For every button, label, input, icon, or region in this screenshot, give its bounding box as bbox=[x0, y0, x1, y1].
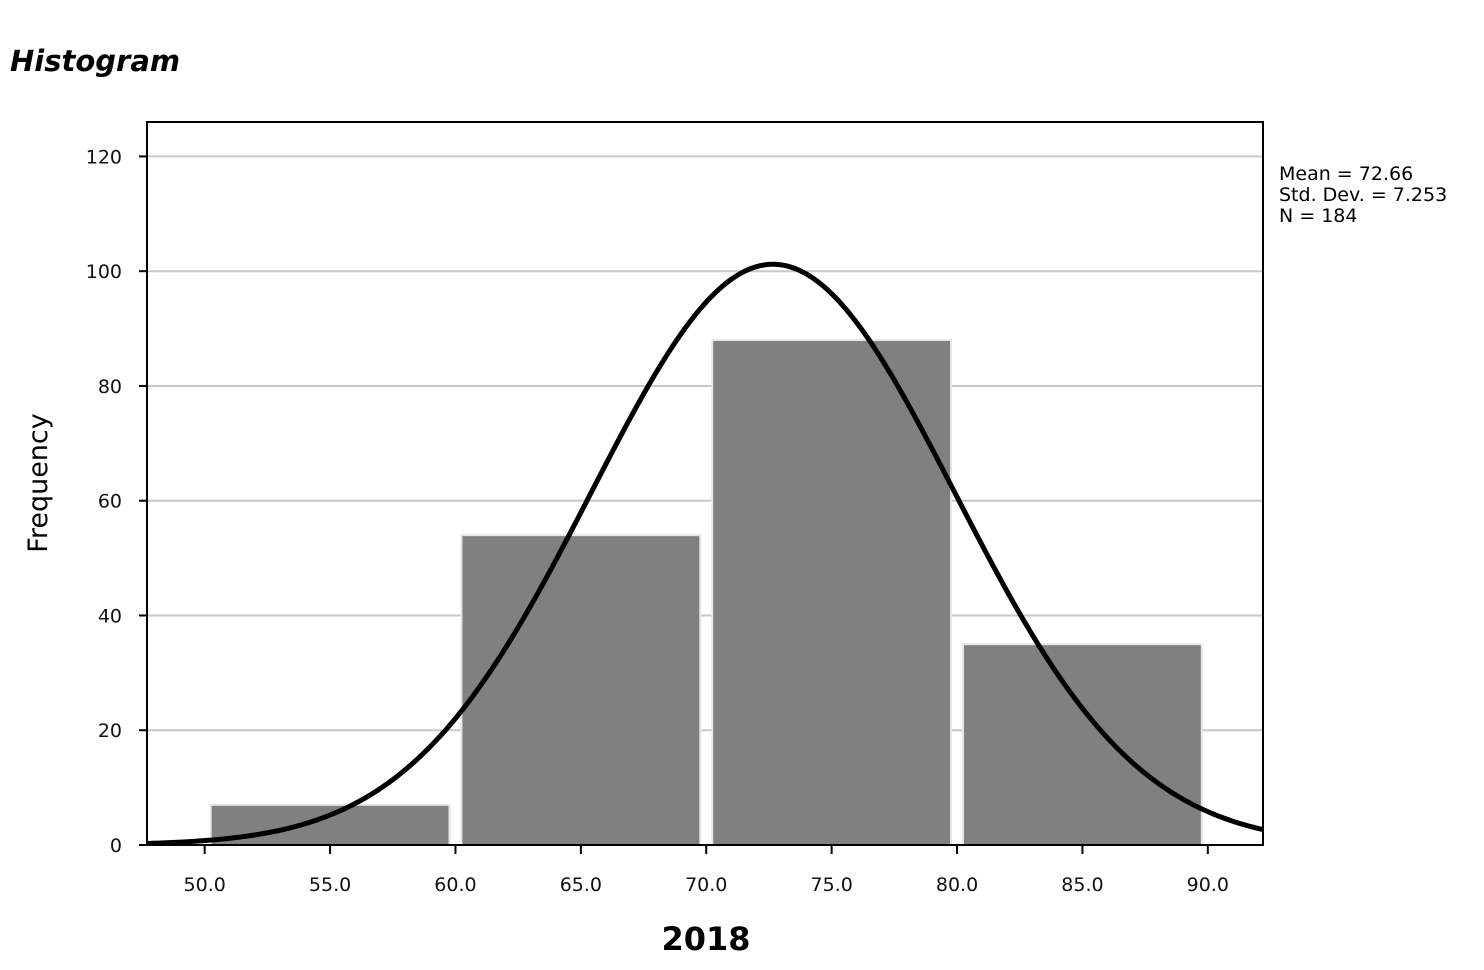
x-tick-label: 80.0 bbox=[936, 874, 978, 896]
stats-box: Mean = 72.66 Std. Dev. = 7.253 N = 184 bbox=[1279, 163, 1447, 227]
x-tick-label: 55.0 bbox=[309, 874, 351, 896]
chart-title: Histogram bbox=[10, 44, 180, 78]
stat-std-dev: Std. Dev. = 7.253 bbox=[1279, 184, 1447, 206]
x-tick-label: 85.0 bbox=[1061, 874, 1103, 896]
stat-mean: Mean = 72.66 bbox=[1279, 163, 1413, 185]
normal-curve bbox=[146, 261, 1264, 846]
histogram-bar bbox=[209, 803, 451, 846]
x-tick-label: 65.0 bbox=[560, 874, 602, 896]
x-tick-label: 50.0 bbox=[184, 874, 226, 896]
histogram-bars bbox=[209, 339, 1203, 847]
histogram-bar bbox=[962, 643, 1203, 847]
y-tick-label: 100 bbox=[86, 261, 122, 283]
y-tick-label: 120 bbox=[86, 146, 122, 168]
normal-curve-layer bbox=[146, 261, 1264, 846]
y-tick-label: 60 bbox=[98, 491, 122, 513]
x-tick-label: 70.0 bbox=[685, 874, 727, 896]
y-axis-label: Frequency bbox=[23, 413, 54, 553]
histogram-bar bbox=[460, 534, 702, 847]
y-tick-label: 40 bbox=[98, 605, 122, 627]
x-tick-label: 75.0 bbox=[810, 874, 852, 896]
x-tick-label: 60.0 bbox=[434, 874, 476, 896]
plot-area-frame bbox=[146, 121, 1264, 846]
x-axis-label: 2018 bbox=[661, 920, 750, 958]
stat-n: N = 184 bbox=[1279, 205, 1357, 227]
y-tick-label: 20 bbox=[98, 720, 122, 742]
x-axis-ticks: 50.0 55.0 60.0 65.0 70.0 75.0 80.0 85.0 90.0 bbox=[184, 845, 1229, 896]
y-tick-label: 80 bbox=[98, 376, 122, 398]
x-tick-label: 90.0 bbox=[1187, 874, 1229, 896]
y-tick-label: 0 bbox=[110, 835, 122, 857]
y-axis-ticks: 0 20 40 60 80 100 120 bbox=[86, 146, 147, 857]
